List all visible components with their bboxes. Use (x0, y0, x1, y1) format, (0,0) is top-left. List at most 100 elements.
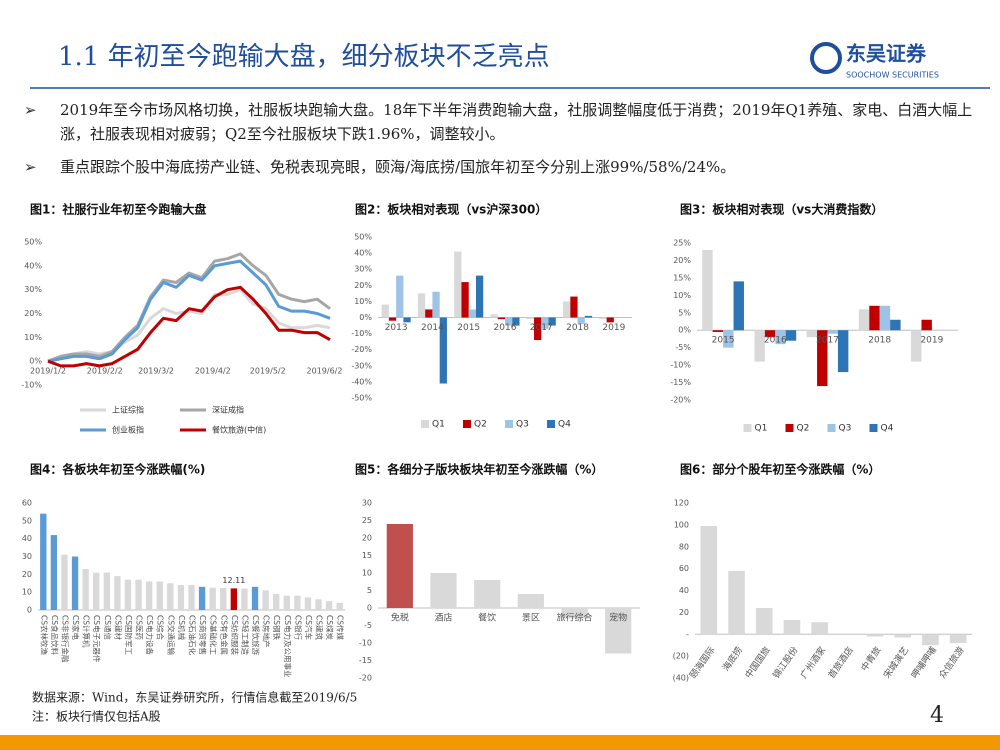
y-tick-label: 20 (679, 608, 689, 617)
bar (304, 597, 312, 610)
chart-title: 图3：板块相对表现（vs大消费指数） (680, 202, 883, 217)
x-tick-label: 首旅酒店 (825, 644, 855, 680)
chart-title: 图4：各板块年初至今涨跌幅(%) (30, 462, 205, 477)
bar (475, 275, 484, 318)
legend-label: Q3 (839, 424, 852, 434)
x-tick-label: CS机械 (177, 615, 187, 640)
x-tick-label: 2013 (385, 323, 408, 333)
x-tick-label: CS电子元器件 (92, 615, 102, 663)
y-tick-label: -40% (351, 377, 372, 386)
bar (866, 634, 884, 637)
x-tick-label: CS家电 (71, 615, 81, 640)
bar (188, 585, 195, 610)
y-tick-label: 50% (24, 238, 42, 247)
x-tick-label: CS食品饮料 (50, 615, 60, 655)
x-tick-label: CS综合 (156, 615, 166, 640)
logo-text: 东吴证券 (846, 42, 927, 66)
y-tick-label: 0% (678, 326, 691, 335)
y-tick-label: 40% (24, 261, 42, 270)
value-label: 12.11 (222, 576, 245, 585)
bar (417, 293, 426, 318)
bar (430, 573, 457, 608)
bar (251, 586, 259, 610)
y-tick-label: - (686, 630, 689, 639)
bar (439, 317, 447, 384)
y-tick-label: -20 (359, 674, 372, 683)
y-tick-label: -20% (670, 396, 691, 405)
x-tick-label: 2017 (530, 323, 553, 333)
y-tick-label: 0 (367, 604, 372, 613)
bar (811, 622, 828, 635)
footnote: 注：板块行情仅包括A股 (32, 709, 161, 724)
legend-swatch (463, 420, 471, 428)
bar (103, 572, 110, 610)
bar (198, 586, 206, 610)
x-tick-label: 呷哺呷哺 (908, 644, 938, 680)
x-tick-label: 2015 (457, 323, 480, 333)
x-tick-label: 宠物 (609, 612, 627, 624)
y-tick-label: 20 (22, 570, 32, 579)
legend-label: Q3 (516, 420, 529, 430)
x-tick-label: 中青旅 (858, 644, 883, 673)
x-tick-label: 2019/5/2 (250, 367, 286, 376)
bar (894, 634, 912, 638)
x-tick-label: 海底捞 (720, 644, 745, 673)
y-tick-label: 0 (27, 606, 32, 615)
y-tick-label: 20% (673, 256, 691, 265)
bar (82, 568, 89, 610)
y-tick-label: 10 (22, 588, 32, 597)
bar (921, 319, 932, 331)
x-tick-label: CS煤炭 (325, 615, 335, 640)
bar (230, 588, 238, 610)
y-tick-label: 5 (367, 586, 372, 595)
chart-title: 图2：板块相对表现（vs沪深300） (355, 202, 547, 217)
legend-label: 创业板指 (112, 425, 144, 435)
bar (911, 330, 922, 362)
bar (512, 317, 520, 326)
x-tick-label: 餐饮 (478, 612, 496, 624)
y-tick-label: -15% (670, 378, 691, 387)
legend-label: Q1 (432, 420, 445, 430)
bar (755, 608, 773, 635)
bar (817, 330, 828, 387)
bar (606, 317, 614, 323)
y-tick-label: 40 (22, 534, 32, 543)
x-tick-label: CS石油石化 (188, 615, 198, 655)
x-tick-label: CS计算机 (82, 615, 92, 648)
bar (890, 319, 901, 331)
bar (869, 305, 880, 331)
bar (712, 330, 724, 332)
bar (728, 570, 745, 635)
bar (505, 317, 513, 326)
bar (325, 601, 333, 610)
legend-swatch (421, 420, 429, 428)
bullet: 重点跟踪个股中海底捞产业链、免税表现亮眼，颐海/海底捞/国旅年初至今分别上涨99… (24, 155, 980, 179)
x-tick-label: CS基础化工 (209, 615, 219, 655)
bar (40, 513, 47, 610)
x-tick-label: CS房地产 (262, 615, 272, 648)
bar (702, 249, 713, 331)
bar (336, 602, 343, 610)
bar (145, 581, 153, 610)
x-tick-label: 2019 (920, 336, 943, 346)
y-tick-label: -5% (675, 343, 691, 352)
legend-label: 深证成指 (212, 405, 244, 415)
legend-swatch (785, 424, 794, 432)
x-tick-label: CS商贸零售 (198, 615, 208, 655)
y-tick-label: 20 (362, 534, 372, 543)
y-tick-label: 100 (674, 520, 689, 529)
x-tick-label: 颐海国际 (687, 644, 717, 680)
legend-swatch (827, 424, 836, 432)
bar (806, 330, 818, 338)
bar (517, 594, 544, 608)
y-tick-label: 30 (362, 499, 372, 508)
x-tick-label: CS银行 (293, 615, 303, 640)
bar (599, 317, 607, 320)
bar (294, 595, 301, 610)
bar (474, 580, 501, 608)
y-tick-label: 30% (24, 285, 42, 294)
x-tick-label: 2017 (816, 336, 839, 346)
bar (241, 588, 248, 610)
